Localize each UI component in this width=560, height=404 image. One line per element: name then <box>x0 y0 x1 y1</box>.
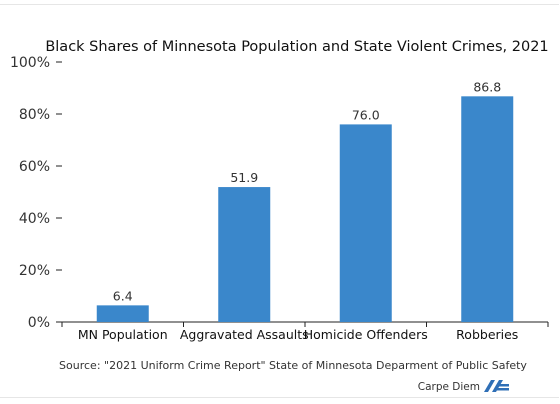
bars: 6.4 51.9 76.0 86.8 <box>96 79 514 323</box>
y-tick-label: 60% <box>19 159 50 175</box>
chart-title: Black Shares of Minnesota Population and… <box>45 39 548 55</box>
bar <box>96 305 149 322</box>
data-label: 86.8 <box>473 79 501 94</box>
bar <box>339 124 392 323</box>
y-tick-label: 40% <box>19 211 50 227</box>
brand-text: Carpe Diem <box>418 381 480 393</box>
x-tick-label: Homicide Offenders <box>304 327 428 342</box>
y-axis: 0% 20% 40% 60% 80% 100% <box>10 55 62 331</box>
aei-logo-icon <box>484 380 509 392</box>
x-tick-label: Aggravated Assaults <box>180 327 309 342</box>
source-note: Source: "2021 Uniform Crime Report" Stat… <box>59 359 527 372</box>
bar <box>218 187 271 322</box>
x-axis: MN Population Aggravated AssaultsHomicide… <box>61 322 549 342</box>
data-label: 51.9 <box>230 170 258 185</box>
data-label: 6.4 <box>113 288 133 303</box>
x-tick-label: Robberies <box>456 327 518 342</box>
y-tick-label: 100% <box>10 55 50 71</box>
chart-frame <box>0 4 559 398</box>
y-tick-label: 0% <box>28 315 50 331</box>
y-tick-label: 20% <box>19 263 50 279</box>
y-tick-label: 80% <box>19 107 50 123</box>
bar <box>461 96 514 322</box>
data-label: 76.0 <box>352 107 380 122</box>
x-tick-label: MN Population <box>78 327 168 342</box>
